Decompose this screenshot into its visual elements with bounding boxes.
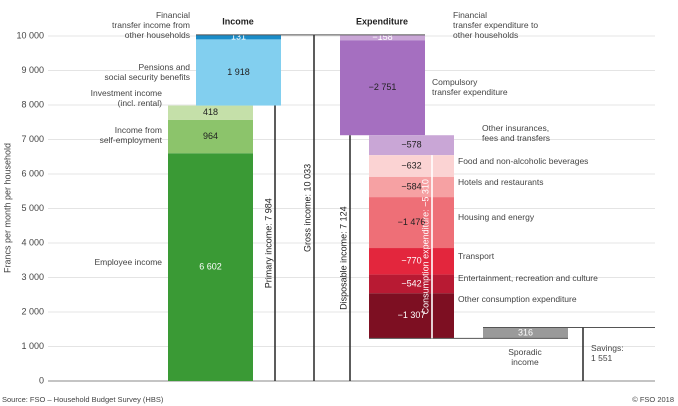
segment-name: Other insurances, fees and transfers xyxy=(482,123,551,143)
y-axis-label: Francs per month per household xyxy=(2,143,12,273)
bar-segment xyxy=(168,105,253,120)
y-tick-label: 0 xyxy=(39,375,44,385)
bar-segment xyxy=(196,39,281,106)
segment-name: Compulsory transfer expenditure xyxy=(432,77,508,97)
bar-segment xyxy=(369,135,454,156)
value-label: −1 307 xyxy=(398,310,426,320)
bar-segment xyxy=(483,327,568,339)
segment-name: Employee income xyxy=(94,257,162,267)
bar-segment xyxy=(369,248,454,275)
value-label: −770 xyxy=(401,256,421,266)
bar-segment xyxy=(168,153,253,381)
y-tick-label: 3 000 xyxy=(21,272,44,282)
value-label: −1 476 xyxy=(398,217,426,227)
y-tick-label: 9 000 xyxy=(21,65,44,75)
y-tick-label: 2 000 xyxy=(21,306,44,316)
copyright: © FSO 2018 xyxy=(632,395,674,404)
total-label: Consumption expenditure: −5 310 xyxy=(420,179,430,314)
value-label: −584 xyxy=(401,181,421,191)
bar-segment xyxy=(340,34,425,41)
segment-name: Income from self-employment xyxy=(99,125,162,145)
segment-name: Financial transfer expenditure to other … xyxy=(453,10,539,40)
y-tick-label: 5 000 xyxy=(21,203,44,213)
value-label: 6 602 xyxy=(199,261,222,271)
y-tick-label: 7 000 xyxy=(21,134,44,144)
bar-segment xyxy=(196,34,281,40)
segment-name: Sporadic income xyxy=(508,347,542,367)
value-label: −2 751 xyxy=(369,82,397,92)
bar-segment xyxy=(369,293,454,339)
total-label: Primary income: 7 984 xyxy=(263,198,273,288)
segment-name: Housing and energy xyxy=(458,212,535,222)
value-label: 1 918 xyxy=(227,67,250,77)
value-label: 131 xyxy=(231,31,246,41)
total-label: Savings: 1 551 xyxy=(591,343,624,363)
value-label: −542 xyxy=(401,278,421,288)
y-tick-label: 10 000 xyxy=(16,30,44,40)
value-label: 964 xyxy=(203,131,218,141)
segment-name: Investment income (incl. rental) xyxy=(90,88,162,108)
segment-name: Entertainment, recreation and culture xyxy=(458,273,598,283)
bar-segment xyxy=(340,40,425,136)
value-label: −158 xyxy=(372,32,392,42)
total-label: Gross income: 10 033 xyxy=(302,164,312,252)
segment-name: Hotels and restaurants xyxy=(458,177,544,187)
value-label: −578 xyxy=(401,140,421,150)
segment-name: Other consumption expenditure xyxy=(458,294,577,304)
value-label: 418 xyxy=(203,107,218,117)
header: Expenditure xyxy=(356,16,408,26)
value-label: 316 xyxy=(518,327,533,337)
y-tick-label: 6 000 xyxy=(21,168,44,178)
segment-name: Transport xyxy=(458,251,495,261)
segment-name: Financial transfer income from other hou… xyxy=(112,10,190,40)
value-label: −632 xyxy=(401,160,421,170)
header: Income xyxy=(222,16,254,26)
y-tick-label: 4 000 xyxy=(21,237,44,247)
bar-segment xyxy=(369,197,454,249)
bar-segment xyxy=(168,119,253,154)
total-label: Disposable income: 7 124 xyxy=(338,206,348,310)
segment-name: Pensions and social security benefits xyxy=(104,62,190,82)
y-tick-label: 1 000 xyxy=(21,341,44,351)
source: Source: FSO – Household Budget Survey (H… xyxy=(2,395,164,404)
y-tick-label: 8 000 xyxy=(21,99,44,109)
segment-name: Food and non-alcoholic beverages xyxy=(458,156,589,166)
